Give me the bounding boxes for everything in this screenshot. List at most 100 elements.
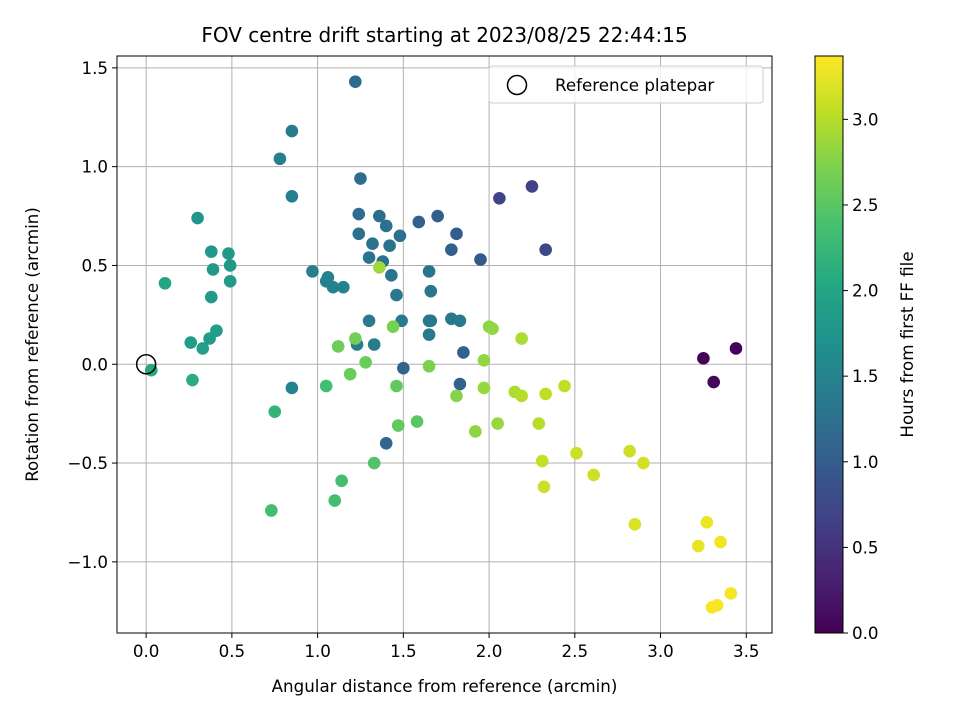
data-point (186, 373, 199, 387)
data-point (343, 367, 357, 381)
data-point (268, 405, 282, 418)
y-axis-title: Rotation from reference (arcmin) (22, 207, 42, 482)
data-point (349, 75, 362, 88)
data-point (362, 314, 376, 328)
data-point (457, 346, 470, 359)
reference-platepar-marker (135, 354, 157, 375)
data-point (714, 535, 727, 549)
data-point (196, 342, 210, 355)
data-point (273, 152, 287, 166)
y-tick-label: 0.5 (81, 255, 108, 275)
x-tick-label: 0.0 (133, 641, 160, 661)
data-point (390, 288, 403, 302)
data-point (184, 336, 198, 349)
data-point (354, 172, 367, 185)
data-point (379, 437, 393, 450)
data-points (135, 75, 743, 614)
data-point (285, 124, 299, 138)
legend-label-reference: Reference platepar (555, 75, 714, 95)
data-point (328, 494, 342, 507)
data-point (532, 417, 546, 430)
x-axis-title: Angular distance from reference (arcmin) (272, 676, 618, 696)
data-point (393, 229, 407, 243)
colorbar-tick-label: 0.5 (852, 537, 879, 557)
data-point (558, 379, 571, 393)
data-point (539, 243, 552, 256)
data-point (424, 284, 438, 298)
data-point (205, 245, 218, 258)
data-point (422, 328, 436, 341)
x-tick-label: 3.0 (647, 641, 674, 661)
data-point (450, 389, 463, 403)
data-point (431, 209, 444, 223)
data-point (349, 332, 362, 345)
legend-box (488, 65, 764, 104)
data-point (535, 454, 549, 468)
y-tick-label: −1.0 (67, 552, 108, 572)
data-point (352, 207, 366, 221)
y-tick-label: −0.5 (67, 453, 108, 473)
data-point (366, 237, 379, 251)
data-point (412, 215, 426, 229)
data-point (206, 263, 220, 276)
data-point (335, 474, 348, 488)
data-point (628, 518, 642, 531)
data-point (587, 468, 600, 482)
y-tick-label: 1.5 (81, 58, 108, 78)
data-point (493, 191, 506, 205)
data-point (724, 587, 738, 600)
data-point (362, 251, 376, 264)
data-point (385, 269, 398, 282)
x-tick-label: 2.0 (476, 641, 503, 661)
data-point (373, 209, 386, 223)
data-point (539, 387, 552, 401)
data-point (491, 417, 504, 430)
colorbar-tick-label: 0.0 (852, 623, 879, 643)
plot-frame (116, 55, 773, 634)
data-point (379, 219, 393, 233)
data-point (453, 314, 467, 328)
data-point (391, 419, 405, 432)
colorbar-tick-label: 1.5 (852, 366, 879, 386)
x-tick-label: 1.5 (390, 641, 417, 661)
x-tick-label: 2.5 (562, 641, 589, 661)
data-point (367, 338, 381, 351)
data-point (359, 355, 372, 369)
legend: Reference platepar (488, 65, 764, 104)
data-point (285, 189, 299, 203)
data-point (410, 415, 424, 428)
data-point (222, 247, 235, 260)
data-point (223, 274, 237, 288)
data-point (525, 180, 539, 193)
data-point (422, 265, 436, 278)
data-point (700, 516, 714, 529)
data-point (352, 227, 366, 241)
colorbar-tick-label: 2.5 (852, 195, 879, 215)
colorbar-ticks: 0.0 0.5 1.0 1.5 2.0 2.5 3.0 (843, 109, 879, 643)
data-point (623, 444, 636, 458)
y-tick-label: 1.0 (81, 157, 108, 177)
data-point (386, 320, 400, 334)
data-point (337, 280, 350, 294)
colorbar-tick-label: 2.0 (852, 281, 879, 301)
data-point (469, 425, 482, 438)
data-point (710, 599, 724, 612)
data-point (474, 253, 487, 266)
x-axis-ticks: 0.0 0.5 1.0 1.5 2.0 2.5 3.0 3.5 (133, 633, 760, 661)
data-point (453, 377, 467, 391)
data-point (637, 456, 650, 470)
data-point (424, 314, 438, 328)
colorbar-title: Hours from first FF file (897, 251, 917, 437)
data-point (477, 354, 491, 367)
data-point (477, 381, 491, 395)
data-point (223, 259, 237, 272)
y-tick-label: 0.0 (81, 354, 108, 374)
x-tick-label: 3.5 (733, 641, 760, 661)
data-point (397, 361, 410, 375)
data-point (697, 352, 710, 365)
data-point (191, 211, 204, 225)
data-point (450, 227, 463, 241)
y-axis-ticks: −1.0 −0.5 0.0 0.5 1.0 1.5 (67, 58, 117, 572)
data-point (205, 290, 218, 304)
